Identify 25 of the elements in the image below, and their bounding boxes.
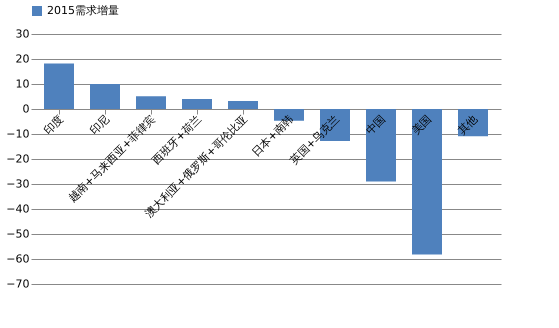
y-tick-label: 20	[16, 52, 30, 66]
bar	[182, 99, 212, 109]
y-tick-label: 10	[16, 78, 30, 90]
x-tick-label: 美国	[409, 112, 434, 138]
bar	[412, 109, 442, 254]
x-tick-label: 印度	[41, 112, 66, 138]
y-tick-label: −40	[6, 202, 30, 216]
y-tick-label: 30	[16, 28, 30, 40]
y-tick-label: −70	[6, 278, 30, 290]
y-tick-label: −60	[6, 252, 30, 266]
y-tick-label: −20	[6, 152, 30, 166]
legend-label: 2015需求增量	[47, 4, 119, 17]
y-tick-label: −30	[6, 178, 30, 190]
bar	[458, 109, 488, 136]
y-tick-label: 0	[22, 102, 30, 116]
x-tick-label: 其他	[455, 112, 480, 138]
bar	[136, 96, 166, 109]
bar	[90, 84, 120, 109]
x-tick-label: 中国	[363, 112, 388, 138]
x-tick-label: 印尼	[87, 112, 112, 138]
bar	[228, 101, 258, 109]
y-tick-label: −50	[6, 228, 30, 240]
bar	[44, 64, 74, 109]
y-tick-label: −10	[6, 128, 30, 140]
bar	[366, 109, 396, 182]
